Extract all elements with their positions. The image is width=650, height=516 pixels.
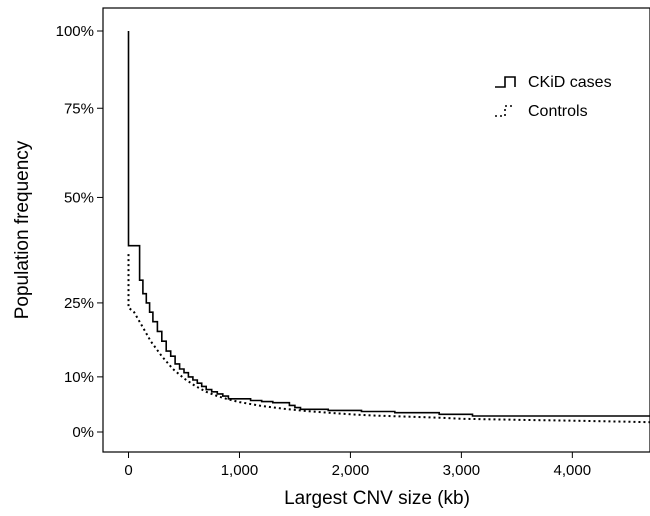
y-tick-label: 75% [64, 100, 94, 117]
series-layer [127, 31, 650, 424]
legend-label-cases: CKiD cases [528, 74, 612, 91]
y-tick-label: 25% [64, 295, 94, 312]
legend: CKiD cases Controls [495, 74, 612, 120]
legend-swatch-controls [495, 105, 515, 117]
legend-swatch-cases [495, 76, 516, 88]
x-axis: 0 1,000 2,000 3,000 4,000 [124, 452, 591, 479]
legend-label-controls: Controls [528, 103, 588, 120]
x-tick-label: 0 [124, 462, 132, 479]
x-tick-label: 3,000 [443, 462, 481, 479]
y-tick-label: 100% [56, 23, 94, 40]
y-axis-title: Population frequency [12, 140, 33, 319]
x-tick-label: 4,000 [554, 462, 592, 479]
plot-frame [102, 7, 650, 453]
y-tick-label: 50% [64, 189, 94, 206]
x-tick-label: 1,000 [221, 462, 259, 479]
y-axis: 0% 10% 25% 50% 75% 100% [56, 23, 103, 441]
y-tick-label: 10% [64, 369, 94, 386]
series-line-cases [127, 31, 650, 417]
y-tick-label: 0% [72, 424, 94, 441]
x-tick-label: 2,000 [332, 462, 370, 479]
x-axis-title: Largest CNV size (kb) [284, 488, 470, 509]
series-line-controls [127, 254, 650, 424]
